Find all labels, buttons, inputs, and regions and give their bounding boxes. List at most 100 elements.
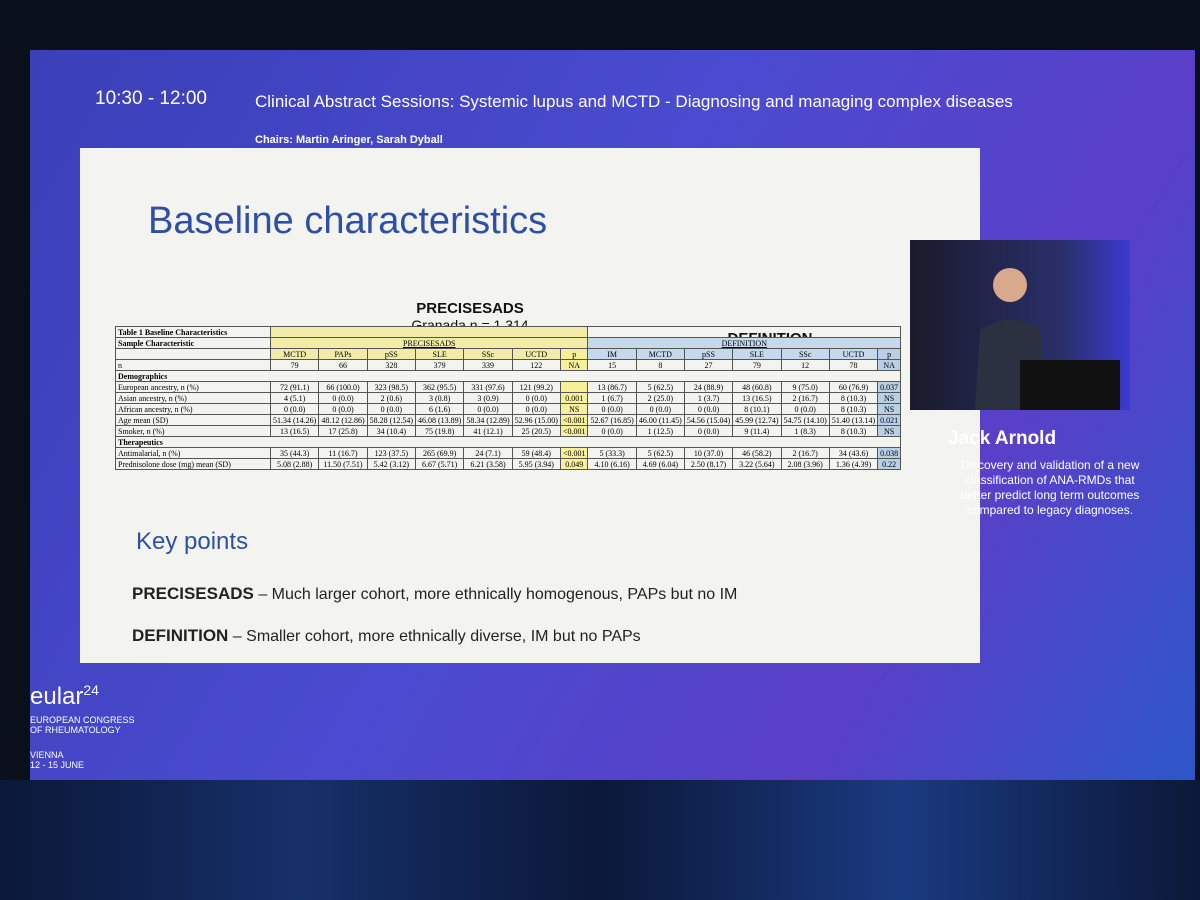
slide: Baseline characteristics PRECISESADS Gran… [80,148,980,663]
org-name: EUROPEAN CONGRESS OF RHEUMATOLOGY [30,715,135,735]
speaker-video [910,240,1130,410]
event-city: VIENNA [30,750,64,760]
table-cell: 331 (97.6) [463,381,513,393]
table-cell: 8 (10.3) [828,425,879,437]
table-cell: 2.08 (3.96) [780,458,830,470]
table-cell: 17 (25.8) [318,425,368,437]
table-cell: 3.22 (5.64) [732,458,782,470]
table-cell: 41 (12.1) [463,425,513,437]
column-header: pSS [366,348,416,360]
table-cell: 362 (95.5) [414,381,465,393]
table-cell: 6.21 (3.58) [463,458,513,470]
table-cell: 75 (19.8) [414,425,465,437]
table-row: African ancestry, n (%) 0 (0.0) 0 (0.0) 0 (… [115,403,902,415]
section-header: Therapeutics [114,436,902,448]
table-cell: 52.96 (15.00) [511,414,561,426]
table-cell: 10 (37.0) [683,447,734,459]
table-cell: 34 (10.4) [366,425,416,437]
logo: eular24 [30,682,99,711]
table-cell: 12 [780,359,830,371]
table-cell: 66 (100.0) [318,381,368,393]
table-cell: 58.28 (12.54) [366,414,416,426]
table-cell: 0 (0.0) [683,403,734,415]
table-cell: 0 (0.0) [511,403,561,415]
table-cell: 8 (10.3) [828,392,879,404]
key-point-term: PRECISESADS [132,584,254,603]
session-title: Clinical Abstract Sessions: Systemic lup… [255,92,1013,111]
table-caption: Table 1 Baseline Characteristics [115,326,271,338]
column-header: MCTD [269,348,320,360]
table-cell: 2 (16.7) [780,392,830,404]
table-cell: 0 (0.0) [587,425,637,437]
table-cell [115,348,271,360]
column-header: SLE [414,348,465,360]
table-cell: 1 (12.5) [635,425,685,437]
table-cell: 34 (43.6) [828,447,879,459]
table-cell: 46.00 (11.45) [635,414,685,426]
table-cell: 0 (0.0) [269,403,320,415]
table-cell: 0.001 [559,392,589,404]
table-cell: 339 [463,359,513,371]
table-cell: 0.22 [877,458,902,470]
table-cell: 122 [511,359,561,371]
label-header: Sample Characteristic [115,337,271,349]
group-header: PRECISESADS [269,337,589,349]
table-cell: 0.037 [877,381,902,393]
table-cell: 25 (20.5) [511,425,561,437]
table-cell: 123 (37.5) [366,447,416,459]
table-cell: NS [877,403,902,415]
table-cell: 27 [683,359,734,371]
table-cell: 121 (99.2) [511,381,561,393]
key-point: DEFINITION – Smaller cohort, more ethnic… [132,626,641,646]
table-cell: 3 (0.8) [414,392,465,404]
table-cell: 0 (0.0) [463,403,513,415]
table-cell: 0 (0.0) [683,425,734,437]
table-cell: 72 (91.1) [269,381,320,393]
table-cell: 0 (0.0) [635,403,685,415]
table-cell: 78 [828,359,879,371]
table-row: Demographics [114,370,902,382]
section-header: Demographics [114,370,902,382]
table-row: Therapeutics [114,436,902,448]
table-cell: 46.08 (13.89) [414,414,465,426]
table-cell: 1 (8.3) [780,425,830,437]
table-cell: 5 (33.3) [587,447,637,459]
table-row: European ancestry, n (%) 72 (91.1) 66 (100… [115,381,902,393]
table-cell: 9 (75.0) [780,381,830,393]
stage-backdrop [0,780,1200,900]
table-row: MCTD PAPs pSS SLE SSc UCTD p IM MCTD pSS SLE SSc UCT… [115,348,902,360]
table-cell: 13 (16.5) [269,425,320,437]
table-cell: <0.001 [559,447,589,459]
column-header: SLE [732,348,782,360]
row-label: African ancestry, n (%) [115,403,271,415]
table-cell: 11 (16.7) [318,447,368,459]
baseline-table: Table 1 Baseline Characteristics Sample C… [114,326,902,470]
table-cell [269,326,589,338]
row-label: Smoker, n (%) [115,425,271,437]
table-cell: 5.08 (2.88) [269,458,320,470]
table-cell: 51.34 (14.26) [269,414,320,426]
cohort-name: PRECISESADS [416,300,524,317]
table-cell: NA [877,359,902,371]
table-cell: 2.50 (8.17) [683,458,734,470]
row-label: Age mean (SD) [115,414,271,426]
table-cell: 265 (69.9) [414,447,465,459]
table-cell: 0 (0.0) [780,403,830,415]
column-header: p [877,348,902,360]
column-header: PAPs [318,348,368,360]
table-cell: 48 (60.8) [732,381,782,393]
table-cell: <0.001 [559,414,589,426]
table-cell: 46 (58.2) [732,447,782,459]
table-cell: 4.10 (6.16) [587,458,637,470]
table-cell: 0 (0.0) [366,403,416,415]
table-cell: 4 (5.1) [269,392,320,404]
table-cell: 35 (44.3) [269,447,320,459]
table-cell: 328 [366,359,416,371]
table-cell: 59 (48.4) [511,447,561,459]
row-label: n [115,359,271,371]
table-cell: 4.69 (6.04) [635,458,685,470]
table-cell: 45.99 (12.74) [732,414,782,426]
column-header: pSS [683,348,734,360]
table-cell: 79 [732,359,782,371]
table-cell: 0 (0.0) [318,403,368,415]
